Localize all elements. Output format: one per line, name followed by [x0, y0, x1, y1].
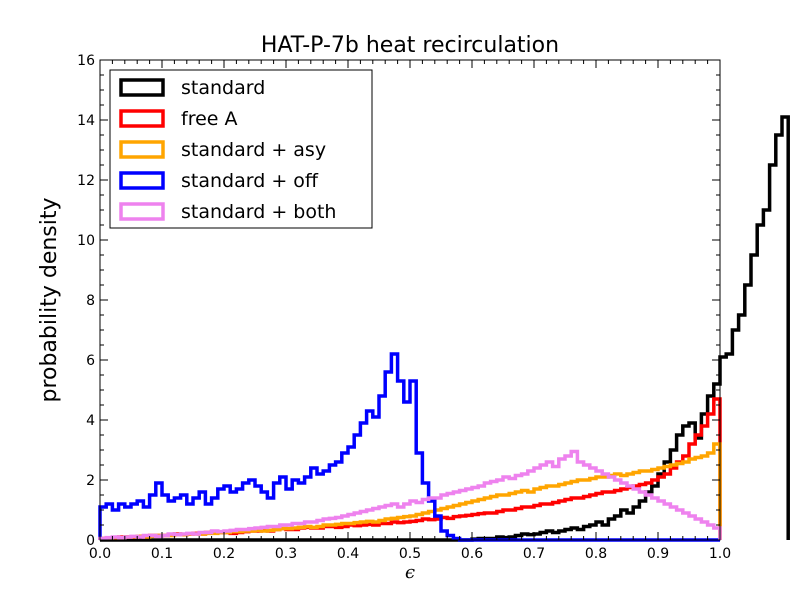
x-tick-label: 0.3 — [275, 546, 297, 562]
legend-label: standard + both — [181, 201, 336, 223]
y-tick-label: 10 — [77, 233, 95, 249]
legend-label: free A — [181, 108, 238, 130]
legend-label: standard — [181, 77, 265, 99]
y-axis-label: probability density — [37, 197, 62, 402]
x-tick-label: 0.8 — [585, 546, 607, 562]
x-tick-label: 0.7 — [523, 546, 545, 562]
x-tick-label: 0.6 — [461, 546, 483, 562]
legend-swatch — [119, 78, 165, 97]
legend: standard free A standard + asy standard + o… — [109, 69, 373, 229]
y-tick-label: 14 — [77, 113, 95, 129]
legend-swatch — [119, 140, 165, 159]
x-tick-label: 0.2 — [213, 546, 235, 562]
x-axis-label: ϵ — [405, 562, 415, 583]
x-tick-label: 0.5 — [399, 546, 421, 562]
x-tick-label: 0.0 — [89, 546, 111, 562]
legend-swatch — [119, 202, 165, 221]
y-tick-label: 8 — [86, 293, 95, 309]
y-tick-label: 2 — [86, 473, 95, 489]
x-tick-label: 0.4 — [337, 546, 359, 562]
x-tick-label: 0.9 — [647, 546, 669, 562]
y-tick-label: 4 — [86, 413, 95, 429]
y-tick-label: 16 — [77, 53, 95, 69]
x-tick-label: 1.0 — [709, 546, 731, 562]
ticks-layer: 0.0 0.1 0.2 0.3 0.4 0.5 0.6 0.7 0.8 0.9 1.0 0 2 4 6 8 10… — [77, 53, 731, 562]
y-tick-label: 6 — [86, 353, 95, 369]
x-tick-label: 0.1 — [151, 546, 173, 562]
legend-label: standard + off — [181, 170, 319, 192]
y-tick-label: 12 — [77, 173, 95, 189]
legend-swatch — [119, 109, 165, 128]
legend-swatch — [119, 171, 165, 190]
chart-title: HAT-P-7b heat recirculation — [261, 33, 559, 58]
series-standard-both-histogram — [98, 449, 722, 541]
legend-label: standard + asy — [181, 139, 326, 161]
y-tick-label: 0 — [86, 533, 95, 549]
